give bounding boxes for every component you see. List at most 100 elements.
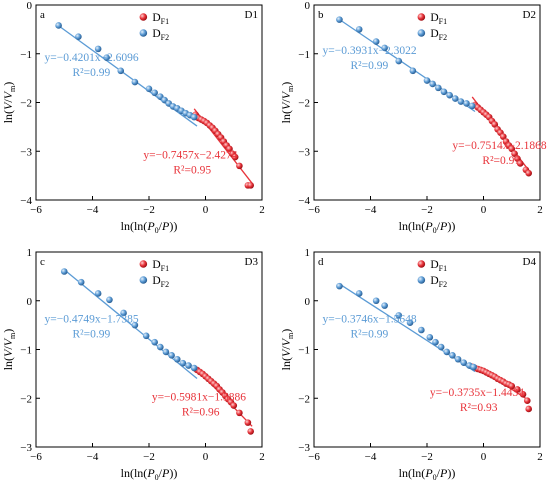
legend-label-f2: DF2 [152,28,169,42]
y-tick-label: 1 [27,247,33,259]
y-tick-label: 0 [305,0,311,12]
fit-equation-f2: y=−0.4749x−1.7385 [44,314,138,326]
data-point-f2 [406,319,414,326]
x-tick-label: −2 [143,204,155,216]
data-point-f1 [236,409,243,417]
legend-label-f1: DF1 [152,259,169,273]
y-tick-label: 1 [305,247,311,259]
data-point-f2 [75,33,82,40]
data-point-f2 [179,359,187,367]
data-point-f2 [443,348,451,356]
data-point-f2 [336,282,343,290]
data-point-f1 [508,145,516,153]
panel-letter: a [40,9,45,21]
panel-c: −6 −4 −2 0 2 −3 −2 −1 0 1 ln(ln(P0/P)) ln(V/Vm) c D3 D… [1,247,265,481]
fit-equation-f1: y=−0.5981x−1.5886 [152,392,246,404]
data-point-f2 [395,312,403,319]
data-point-f2 [372,297,380,305]
data-point-f1 [525,405,532,413]
legend-marker-f2 [139,29,148,37]
data-point-f2 [437,343,445,351]
data-point-f2 [381,302,388,309]
data-point-f2 [106,296,113,304]
panel-d: −6 −4 −2 0 2 −3 −2 −1 0 1 ln(ln(P0/P)) ln(V/Vm) d D4 D… [279,247,543,481]
y-tick-label: −1 [20,49,32,61]
data-point-f2 [355,26,363,33]
data-point-f2 [468,102,476,110]
y-tick-label: −3 [298,442,310,454]
legend-label-f1: DF1 [430,12,447,26]
legend-marker-f2 [139,276,148,284]
y-tick-label: 0 [305,296,311,308]
x-tick-label: −4 [365,451,377,463]
y-tick-label: 0 [27,0,33,12]
data-point-f2 [145,85,153,93]
plot-frame [313,251,541,448]
x-tick-label: 0 [203,204,209,216]
data-point-f1 [244,419,252,426]
fit-r2-f1: R²=0.93 [460,402,498,414]
data-point-f1 [525,169,532,177]
data-point-f2 [185,362,192,369]
legend-marker-f1 [139,260,148,268]
series-f2: y=−0.4749x−1.7385 R²=0.99 [44,268,198,380]
x-tick-label: 0 [203,451,209,463]
data-point-f2 [435,84,442,92]
fit-r2-f2: R²=0.99 [350,329,388,341]
data-point-f2 [454,355,462,363]
data-point-f2 [336,16,343,23]
legend-marker-f2 [417,276,426,284]
data-point-f2 [151,338,158,346]
data-point-f2 [131,78,139,86]
data-point-f2 [190,364,198,372]
x-tick-label: −6 [30,451,42,463]
y-axis-title: ln(V/Vm) [279,329,295,371]
data-point-f1 [514,155,521,162]
x-tick-label: −2 [421,451,433,463]
panel-tag: D2 [523,9,536,21]
data-point-f2 [142,332,150,340]
legend-label-f1: DF1 [152,12,169,26]
data-point-f2 [429,80,436,88]
series-f2: y=−0.4201x−2.6096 R²=0.99 [44,22,198,127]
y-axis-title: ln(V/Vm) [279,82,295,124]
data-point-f2 [151,89,158,97]
legend-label-f2: DF2 [430,28,447,42]
data-point-f2 [449,352,456,359]
data-point-f2 [460,359,468,366]
data-point-f2 [94,290,102,297]
data-point-f2 [440,88,448,96]
data-point-f1 [508,382,516,390]
series-f1: y=−0.5981x−1.5886 R²=0.96 [152,366,254,435]
legend-marker-f1 [139,13,148,21]
y-tick-label: −4 [20,195,32,207]
y-tick-label: −3 [20,146,32,158]
data-point-f1 [247,428,254,435]
y-tick-label: −3 [298,146,310,158]
y-tick-label: −2 [298,98,310,110]
legend-marker-f1 [417,260,426,268]
data-point-f1 [226,145,233,153]
legend-label-f2: DF2 [430,275,447,289]
fit-r2-f1: R²=0.95 [173,165,211,177]
data-point-f2 [432,338,439,346]
data-point-f2 [463,100,470,107]
data-point-f2 [190,113,198,121]
data-point-f2 [409,67,417,75]
x-tick-label: −2 [143,451,155,463]
legend-marker-f2 [417,29,426,37]
x-tick-label: 2 [259,451,265,463]
data-point-f1 [231,153,239,161]
data-point-f2 [162,348,170,356]
legend-label-f1: DF1 [430,259,447,273]
legend-label-f2: DF2 [152,275,169,289]
data-point-f1 [523,397,531,404]
panel-tag: D3 [245,256,259,268]
x-tick-label: 0 [481,204,487,216]
data-point-f2 [131,321,139,329]
data-point-f2 [372,38,380,45]
fit-equation-f2: y=−0.3931x−2.3022 [322,45,416,57]
x-tick-label: 0 [481,451,487,463]
